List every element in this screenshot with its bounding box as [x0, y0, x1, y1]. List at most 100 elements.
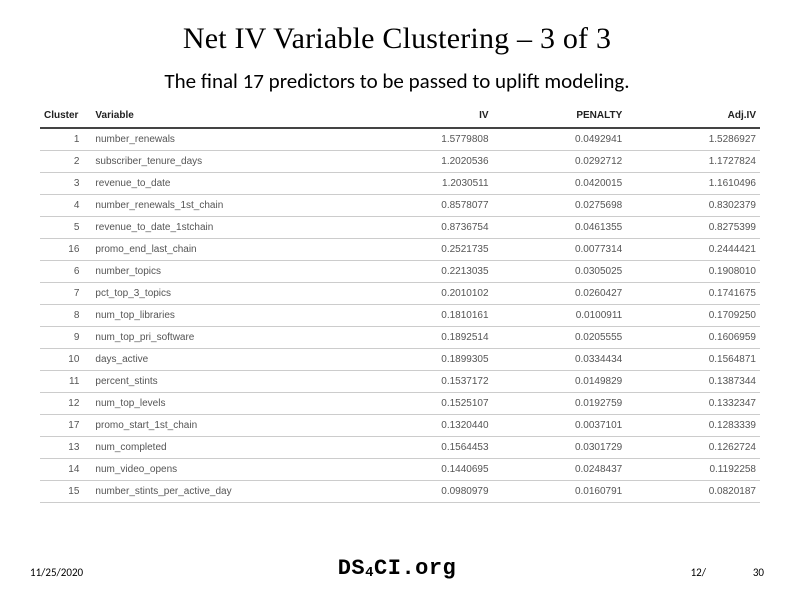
cell-cluster: 10	[40, 349, 91, 371]
cell-variable: revenue_to_date	[91, 173, 358, 195]
predictor-table: Cluster Variable IV PENALTY Adj.IV 1numb…	[40, 104, 760, 503]
cell-penalty: 0.0037101	[493, 415, 627, 437]
table-row: 13num_completed0.15644530.03017290.12627…	[40, 437, 760, 459]
cell-penalty: 0.0275698	[493, 195, 627, 217]
col-iv: IV	[359, 104, 493, 128]
predictor-table-wrap: Cluster Variable IV PENALTY Adj.IV 1numb…	[40, 104, 760, 503]
table-row: 14num_video_opens0.14406950.02484370.119…	[40, 459, 760, 481]
cell-penalty: 0.0077314	[493, 239, 627, 261]
cell-iv: 0.2213035	[359, 261, 493, 283]
brand-prefix: DS	[338, 556, 365, 581]
cell-cluster: 16	[40, 239, 91, 261]
cell-cluster: 5	[40, 217, 91, 239]
cell-iv: 1.2020536	[359, 151, 493, 173]
cell-variable: num_top_levels	[91, 393, 358, 415]
cell-adjiv: 0.1741675	[626, 283, 760, 305]
col-penalty: PENALTY	[493, 104, 627, 128]
cell-iv: 0.1525107	[359, 393, 493, 415]
cell-penalty: 0.0260427	[493, 283, 627, 305]
footer-page-current: 12/	[691, 566, 706, 579]
cell-adjiv: 1.1727824	[626, 151, 760, 173]
table-row: 15number_stints_per_active_day0.09809790…	[40, 481, 760, 503]
cell-cluster: 7	[40, 283, 91, 305]
table-row: 5revenue_to_date_1stchain0.87367540.0461…	[40, 217, 760, 239]
cell-adjiv: 1.5286927	[626, 128, 760, 151]
cell-iv: 0.8578077	[359, 195, 493, 217]
cell-adjiv: 0.1332347	[626, 393, 760, 415]
col-adjiv: Adj.IV	[626, 104, 760, 128]
cell-variable: percent_stints	[91, 371, 358, 393]
cell-variable: number_topics	[91, 261, 358, 283]
table-header: Cluster Variable IV PENALTY Adj.IV	[40, 104, 760, 128]
table-row: 11percent_stints0.15371720.01498290.1387…	[40, 371, 760, 393]
cell-penalty: 0.0192759	[493, 393, 627, 415]
cell-iv: 0.8736754	[359, 217, 493, 239]
slide-root: Net IV Variable Clustering – 3 of 3 The …	[0, 0, 794, 595]
table-row: 8num_top_libraries0.18101610.01009110.17…	[40, 305, 760, 327]
table-row: 9num_top_pri_software0.18925140.02055550…	[40, 327, 760, 349]
cell-cluster: 3	[40, 173, 91, 195]
cell-cluster: 2	[40, 151, 91, 173]
cell-adjiv: 0.2444421	[626, 239, 760, 261]
cell-variable: promo_end_last_chain	[91, 239, 358, 261]
cell-iv: 1.5779808	[359, 128, 493, 151]
cell-iv: 0.1320440	[359, 415, 493, 437]
footer-brand: DS4CI.org	[0, 556, 794, 581]
cell-iv: 0.1537172	[359, 371, 493, 393]
brand-suffix: CI.org	[374, 556, 456, 581]
cell-penalty: 0.0301729	[493, 437, 627, 459]
cell-adjiv: 0.8275399	[626, 217, 760, 239]
cell-cluster: 4	[40, 195, 91, 217]
cell-cluster: 6	[40, 261, 91, 283]
table-row: 16promo_end_last_chain0.25217350.0077314…	[40, 239, 760, 261]
cell-variable: num_completed	[91, 437, 358, 459]
cell-cluster: 11	[40, 371, 91, 393]
cell-penalty: 0.0160791	[493, 481, 627, 503]
cell-cluster: 17	[40, 415, 91, 437]
table-row: 6number_topics0.22130350.03050250.190801…	[40, 261, 760, 283]
cell-adjiv: 0.8302379	[626, 195, 760, 217]
cell-penalty: 0.0420015	[493, 173, 627, 195]
cell-variable: subscriber_tenure_days	[91, 151, 358, 173]
cell-variable: number_renewals	[91, 128, 358, 151]
page-subtitle: The final 17 predictors to be passed to …	[40, 68, 754, 94]
cell-adjiv: 0.1606959	[626, 327, 760, 349]
footer-page-total: 30	[753, 566, 764, 579]
cell-penalty: 0.0305025	[493, 261, 627, 283]
cell-iv: 0.1899305	[359, 349, 493, 371]
cell-iv: 0.1440695	[359, 459, 493, 481]
cell-variable: number_renewals_1st_chain	[91, 195, 358, 217]
cell-cluster: 1	[40, 128, 91, 151]
table-row: 4number_renewals_1st_chain0.85780770.027…	[40, 195, 760, 217]
table-row: 2subscriber_tenure_days1.20205360.029271…	[40, 151, 760, 173]
cell-penalty: 0.0100911	[493, 305, 627, 327]
table-row: 3revenue_to_date1.20305110.04200151.1610…	[40, 173, 760, 195]
cell-iv: 0.1564453	[359, 437, 493, 459]
cell-iv: 0.0980979	[359, 481, 493, 503]
col-cluster: Cluster	[40, 104, 91, 128]
cell-penalty: 0.0205555	[493, 327, 627, 349]
cell-adjiv: 0.1283339	[626, 415, 760, 437]
cell-adjiv: 0.0820187	[626, 481, 760, 503]
cell-variable: num_top_libraries	[91, 305, 358, 327]
cell-variable: days_active	[91, 349, 358, 371]
cell-penalty: 0.0461355	[493, 217, 627, 239]
cell-variable: revenue_to_date_1stchain	[91, 217, 358, 239]
cell-adjiv: 0.1387344	[626, 371, 760, 393]
cell-penalty: 0.0334434	[493, 349, 627, 371]
cell-variable: promo_start_1st_chain	[91, 415, 358, 437]
cell-adjiv: 0.1262724	[626, 437, 760, 459]
cell-cluster: 9	[40, 327, 91, 349]
cell-variable: pct_top_3_topics	[91, 283, 358, 305]
cell-adjiv: 0.1192258	[626, 459, 760, 481]
cell-iv: 0.2521735	[359, 239, 493, 261]
table-row: 10days_active0.18993050.03344340.1564871	[40, 349, 760, 371]
cell-adjiv: 0.1564871	[626, 349, 760, 371]
cell-adjiv: 0.1709250	[626, 305, 760, 327]
cell-penalty: 0.0292712	[493, 151, 627, 173]
cell-cluster: 15	[40, 481, 91, 503]
cell-cluster: 12	[40, 393, 91, 415]
table-row: 1number_renewals1.57798080.04929411.5286…	[40, 128, 760, 151]
cell-iv: 0.1810161	[359, 305, 493, 327]
cell-variable: num_video_opens	[91, 459, 358, 481]
